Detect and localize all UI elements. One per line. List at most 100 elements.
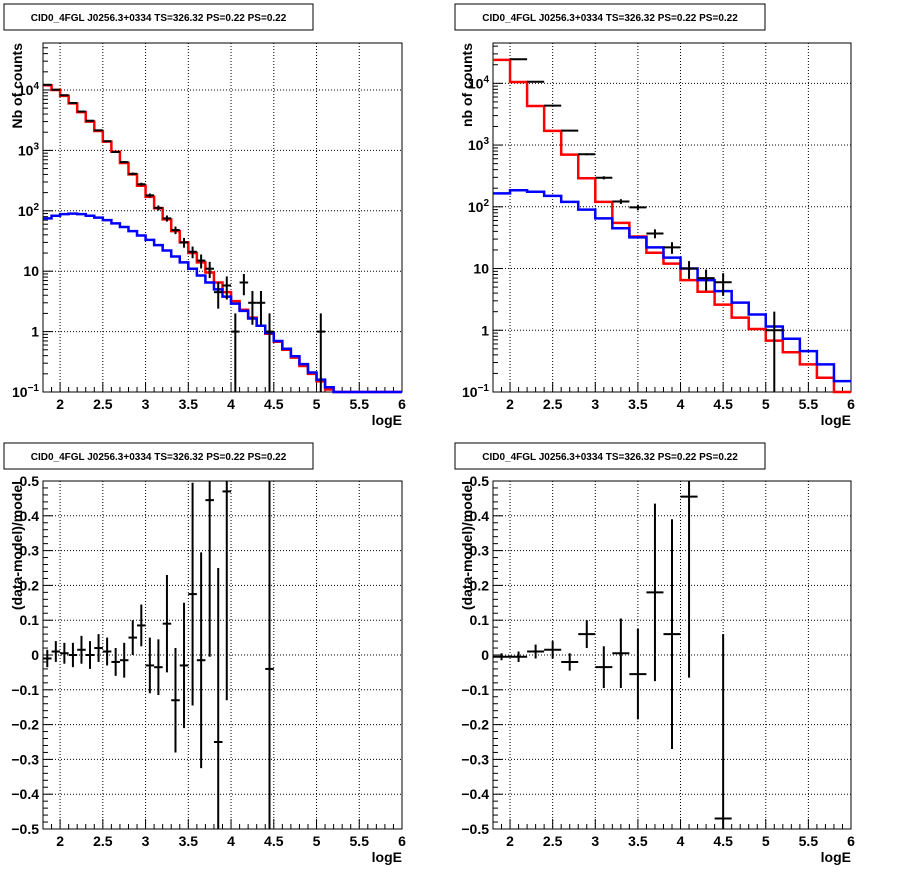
y-tick-label-exponent: 4: [33, 81, 39, 92]
data-point: [119, 642, 129, 678]
y-tick-label: 103: [18, 141, 40, 158]
y-tick-label: −0.2: [461, 717, 489, 733]
y-tick-label-base: 0.4: [470, 508, 490, 524]
y-tick-label-base: 10: [473, 261, 489, 277]
y-tick-label: 10: [23, 263, 39, 279]
x-tick-label: 5.5: [799, 833, 819, 849]
data-point: [222, 481, 232, 701]
data-point: [231, 313, 240, 392]
y-axis-label: (data-model)/model: [9, 481, 25, 610]
data-point: [196, 254, 206, 269]
x-tick-label: 3.5: [628, 833, 648, 849]
data-point: [85, 119, 95, 122]
chart-title: CID0_4FGL J0256.3+0334 TS=326.32 PS=0.22…: [31, 452, 287, 463]
x-tick-label: 5.5: [350, 396, 370, 412]
y-tick-label-base: −0.5: [461, 821, 489, 837]
data-point: [196, 552, 206, 769]
y-tick-label-base: 0.4: [20, 508, 40, 524]
data-point: [629, 628, 647, 720]
x-tick-label: 4: [677, 833, 685, 849]
data-point: [316, 313, 326, 392]
data-point: [629, 204, 647, 211]
y-tick-label-exponent: 3: [33, 141, 39, 152]
y-tick-label: 0.1: [20, 612, 40, 628]
x-axis-label: logE: [821, 849, 851, 865]
data-point: [60, 642, 69, 664]
y-tick-label-base: 0.1: [470, 612, 490, 628]
y-tick-label: −0.5: [11, 821, 39, 837]
y-tick-label-base: −0.1: [11, 682, 39, 698]
x-tick-label: 4: [227, 396, 235, 412]
data-point: [527, 80, 545, 83]
x-tick-label: 6: [398, 833, 406, 849]
x-tick-label: 3: [142, 833, 150, 849]
panel-residuals-right: CID0_4FGL J0256.3+0334 TS=326.32 PS=0.22…: [454, 442, 855, 865]
y-tick-label-base: −0.1: [461, 682, 489, 698]
title-box: [454, 3, 766, 31]
title-box: [454, 442, 766, 470]
y-tick-label: 1: [31, 324, 39, 340]
panel-counts-left: CID0_4FGL J0256.3+0334 TS=326.32 PS=0.22…: [3, 3, 406, 428]
x-tick-label: 2: [56, 833, 64, 849]
y-tick-label: 104: [468, 74, 490, 91]
y-tick-label: 0.3: [470, 543, 490, 559]
data-point: [94, 129, 103, 132]
data-point: [179, 602, 189, 729]
data-point: [171, 226, 180, 235]
data-point: [265, 481, 274, 829]
title-box: [3, 3, 314, 31]
y-tick-label: 0: [481, 647, 489, 663]
data-point: [154, 639, 163, 696]
y-tick-label: 103: [468, 136, 490, 153]
y-tick-label: 10−1: [462, 383, 489, 400]
x-axis-label: logE: [372, 849, 402, 865]
panel-counts-right: CID0_4FGL J0256.3+0334 TS=326.32 PS=0.22…: [454, 3, 855, 428]
x-tick-label: 4.5: [264, 833, 284, 849]
y-tick-label: 0.4: [470, 508, 490, 524]
y-tick-label-base: 10: [468, 75, 484, 91]
y-tick-label: 104: [18, 81, 40, 98]
y-tick-label: 0: [31, 647, 39, 663]
data-point: [162, 574, 172, 673]
y-tick-label-base: 0.2: [470, 577, 490, 593]
data-point: [111, 151, 120, 154]
y-tick-label-base: 0.1: [20, 612, 40, 628]
data-point: [188, 246, 197, 259]
y-tick-label-base: −0.4: [11, 786, 39, 802]
y-tick-label-exponent: 4: [483, 74, 489, 85]
x-tick-label: 4: [227, 833, 235, 849]
data-point: [137, 182, 146, 186]
source-model-line: [493, 189, 851, 383]
chart-title: CID0_4FGL J0256.3+0334 TS=326.32 PS=0.22…: [31, 13, 287, 24]
data-point: [578, 620, 596, 649]
y-tick-label-exponent: −1: [28, 383, 40, 394]
x-tick-label: 2.5: [543, 396, 563, 412]
data-point: [145, 193, 155, 198]
data-point: [561, 653, 579, 671]
y-tick-label: 10−1: [12, 383, 39, 400]
y-tick-label: −0.2: [11, 717, 39, 733]
y-tick-label-exponent: 2: [33, 202, 39, 213]
data-point: [697, 269, 715, 291]
data-point: [646, 229, 664, 239]
x-tick-label: 4.5: [713, 396, 733, 412]
data-point: [256, 291, 266, 325]
x-tick-label: 6: [847, 396, 855, 412]
y-tick-label-base: −0.2: [461, 717, 489, 733]
y-tick-label: −0.1: [461, 682, 489, 698]
data-point: [265, 313, 274, 392]
y-tick-label-base: 1: [31, 324, 39, 340]
y-tick-label: 10: [473, 261, 489, 277]
data-point: [213, 568, 223, 829]
source-model-line: [43, 212, 402, 394]
y-tick-label: 0.1: [470, 612, 490, 628]
data-point: [43, 649, 52, 668]
data-point: [222, 276, 232, 300]
data-point: [85, 641, 95, 669]
y-tick-label: −0.3: [11, 751, 39, 767]
data-point: [68, 101, 78, 104]
y-tick-label: 0.2: [20, 577, 40, 593]
data-point: [595, 176, 613, 180]
x-tick-label: 3: [591, 833, 599, 849]
x-tick-label: 2: [506, 833, 514, 849]
